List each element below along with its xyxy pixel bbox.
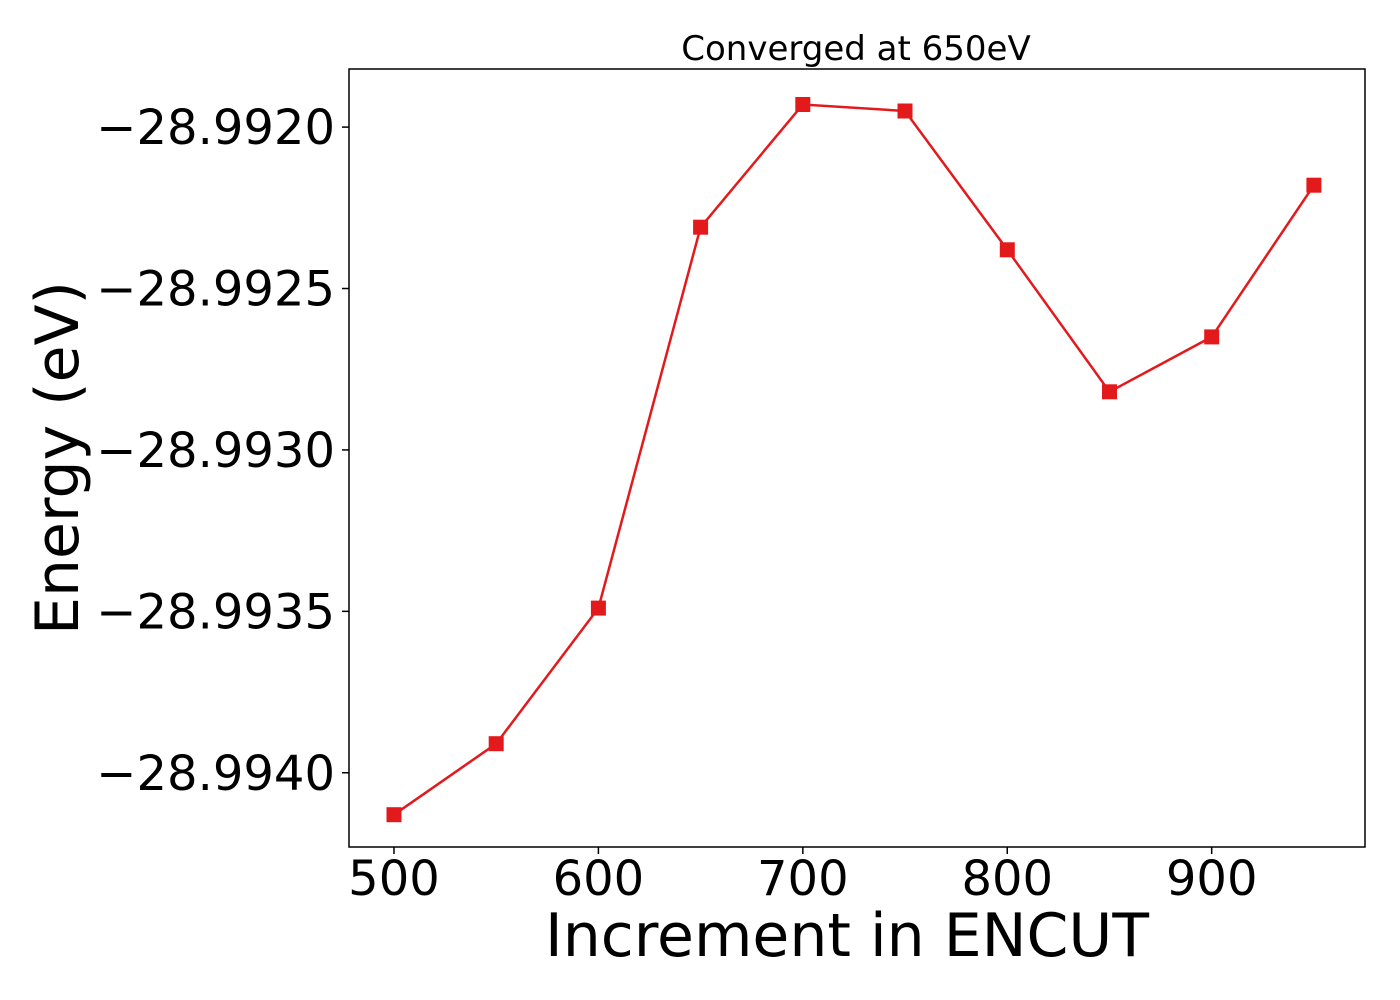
y-tick-label: −28.9920 — [96, 100, 335, 156]
x-axis: 500 600 700 800 900 — [348, 847, 1257, 907]
data-point — [1306, 177, 1322, 193]
x-tick-label: 700 — [757, 851, 849, 907]
data-point — [1102, 384, 1117, 400]
x-tick-label: 600 — [553, 851, 645, 907]
y-axis-label: Energy (eV) — [23, 281, 93, 635]
data-point — [488, 736, 504, 752]
y-tick-label: −28.9925 — [96, 262, 335, 318]
plot-area — [386, 97, 1322, 823]
y-tick-label: −28.9935 — [96, 584, 335, 640]
data-point — [1204, 329, 1220, 345]
series-line — [393, 103, 1315, 816]
y-axis: −28.9920 −28.9925 −28.9930 −28.9935 −28.9940 — [96, 100, 349, 802]
data-point — [795, 97, 811, 112]
x-tick-label: 500 — [348, 851, 440, 907]
data-point — [590, 600, 606, 616]
x-axis-label: Increment in ENCUT — [545, 901, 1149, 971]
data-point — [999, 242, 1015, 258]
y-tick-label: −28.9940 — [96, 746, 335, 802]
data-point — [386, 807, 402, 823]
chart-title: Converged at 650eV — [681, 29, 1030, 69]
plot-frame — [348, 68, 1366, 848]
data-point — [897, 103, 913, 119]
y-tick-label: −28.9930 — [96, 423, 335, 479]
x-tick-label: 800 — [961, 851, 1053, 907]
x-tick-label: 900 — [1166, 851, 1258, 907]
data-point — [693, 219, 709, 235]
